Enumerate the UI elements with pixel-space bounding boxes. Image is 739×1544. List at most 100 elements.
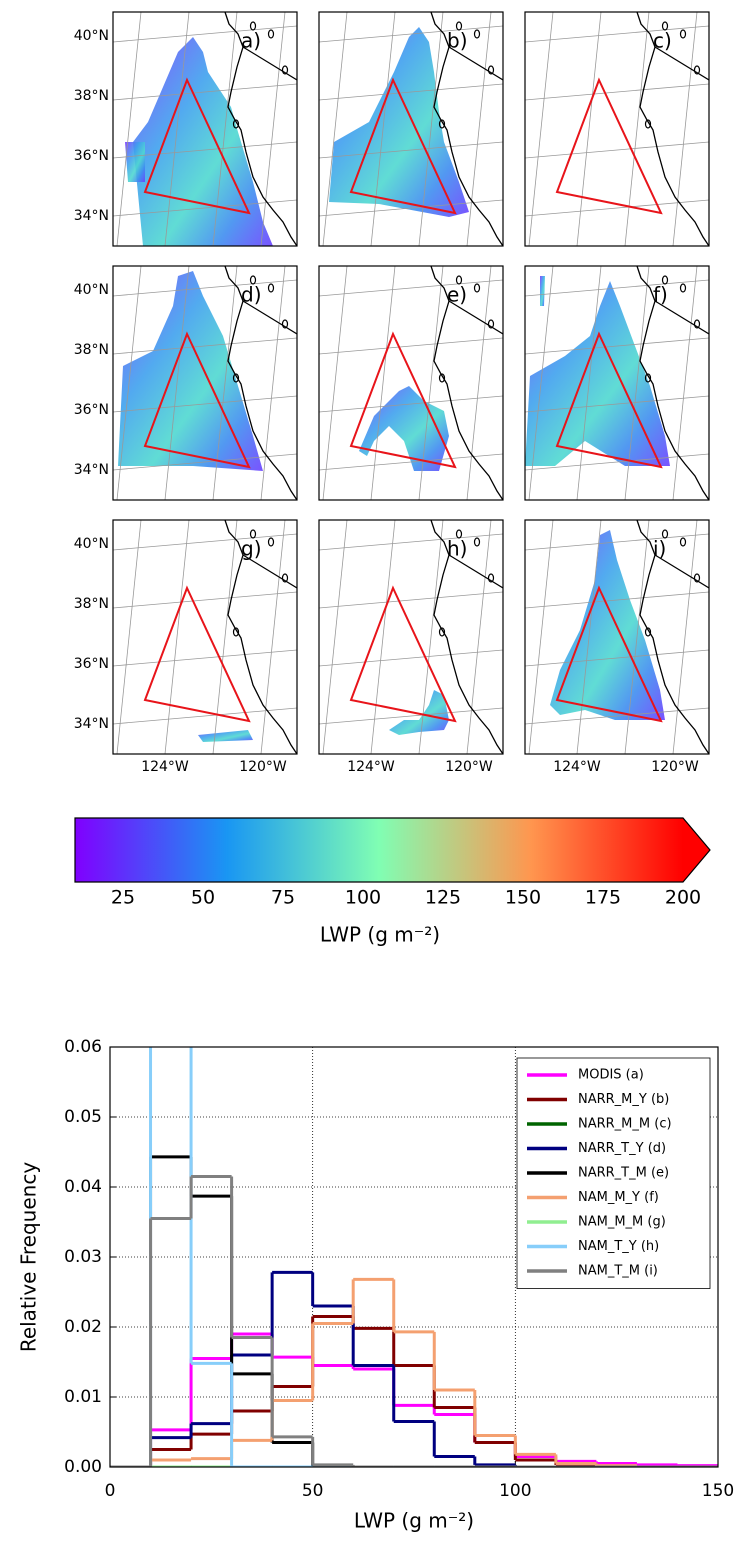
island xyxy=(473,283,481,293)
panel-label: c) xyxy=(653,29,672,53)
cloud-field xyxy=(389,690,449,735)
y-tick-label: 0.01 xyxy=(64,1387,102,1407)
panel-frame xyxy=(318,11,504,247)
island xyxy=(679,29,687,39)
legend-label: NAM_T_Y (h) xyxy=(578,1239,659,1254)
island xyxy=(693,65,701,75)
meridian xyxy=(466,266,492,500)
state-border xyxy=(242,46,297,81)
domain-triangle xyxy=(555,331,663,469)
plot-area xyxy=(110,1047,718,1467)
meridian xyxy=(466,520,492,754)
lat-label: 36°N xyxy=(74,656,109,672)
parallel xyxy=(113,395,297,413)
parallel xyxy=(319,591,503,609)
meridian xyxy=(116,12,142,246)
map-content xyxy=(113,266,297,500)
island xyxy=(249,21,257,31)
map-content xyxy=(319,266,503,500)
lat-label: 36°N xyxy=(74,148,109,164)
meridian xyxy=(260,12,286,246)
island xyxy=(281,573,289,583)
cloud-field xyxy=(133,37,273,246)
parallel xyxy=(525,83,709,101)
island xyxy=(473,29,481,39)
map-content xyxy=(113,12,297,246)
map-content xyxy=(113,520,297,754)
parallel xyxy=(113,649,297,667)
map-panel: a) xyxy=(112,11,298,247)
panel-label: e) xyxy=(447,283,467,307)
island xyxy=(487,573,495,583)
island xyxy=(487,319,495,329)
x-axis-label: LWP (g m⁻²) xyxy=(354,1509,474,1533)
colorbar-tick-label: 100 xyxy=(345,887,381,909)
island xyxy=(249,275,257,285)
colorbar-tick-label: 75 xyxy=(271,887,295,909)
lat-label: 38°N xyxy=(74,88,109,104)
parallel xyxy=(525,279,709,297)
domain-triangle xyxy=(349,331,457,469)
parallel xyxy=(525,533,709,551)
lon-label: 124°W xyxy=(347,759,395,775)
parallel xyxy=(319,337,503,355)
lat-label: 34°N xyxy=(74,462,109,478)
parallel xyxy=(319,453,503,471)
parallel xyxy=(319,199,503,217)
parallel xyxy=(525,141,709,159)
colorbar-tick-label: 25 xyxy=(111,887,135,909)
x-tick-label: 50 xyxy=(302,1481,324,1501)
island xyxy=(249,529,257,539)
state-border xyxy=(242,300,297,335)
meridian xyxy=(164,520,190,754)
parallel xyxy=(319,25,503,43)
panel-label: f) xyxy=(653,283,668,307)
state-border xyxy=(654,300,709,335)
parallel xyxy=(525,25,709,43)
panel-label: g) xyxy=(241,537,262,561)
legend-label: NARR_M_M (c) xyxy=(578,1117,672,1132)
parallel xyxy=(525,591,709,609)
lat-label: 40°N xyxy=(74,536,109,552)
lat-label: 40°N xyxy=(74,282,109,298)
parallel xyxy=(113,279,297,297)
meridian xyxy=(164,12,190,246)
lon-label: 120°W xyxy=(651,759,699,775)
parallel xyxy=(319,83,503,101)
y-tick-label: 0.00 xyxy=(64,1457,102,1477)
domain-triangle xyxy=(349,77,457,215)
map-panel: b) xyxy=(318,11,504,247)
meridian xyxy=(672,266,698,500)
lat-label: 40°N xyxy=(74,28,109,44)
island xyxy=(267,283,275,293)
island xyxy=(267,29,275,39)
island xyxy=(438,119,446,129)
meridian xyxy=(164,266,190,500)
island xyxy=(455,275,463,285)
state-border xyxy=(654,46,709,81)
meridian xyxy=(576,520,602,754)
island xyxy=(232,119,240,129)
state-border xyxy=(448,300,503,335)
meridian xyxy=(370,12,396,246)
map-panel: g) xyxy=(112,519,298,755)
y-tick-label: 0.02 xyxy=(64,1317,102,1337)
parallel xyxy=(525,649,709,667)
meridian xyxy=(528,12,554,246)
map-panel: i) xyxy=(524,519,710,755)
state-border xyxy=(448,554,503,589)
cloud-field xyxy=(198,730,253,742)
lat-label: 34°N xyxy=(74,208,109,224)
parallel xyxy=(319,395,503,413)
colorbar-extend xyxy=(683,818,710,882)
island xyxy=(281,65,289,75)
island xyxy=(281,319,289,329)
island xyxy=(661,529,669,539)
panel-frame xyxy=(318,265,504,501)
panel-label: i) xyxy=(653,537,666,561)
parallel xyxy=(525,395,709,413)
x-tick-label: 150 xyxy=(702,1481,734,1501)
island xyxy=(232,627,240,637)
island xyxy=(679,537,687,547)
domain-triangle xyxy=(555,77,663,215)
